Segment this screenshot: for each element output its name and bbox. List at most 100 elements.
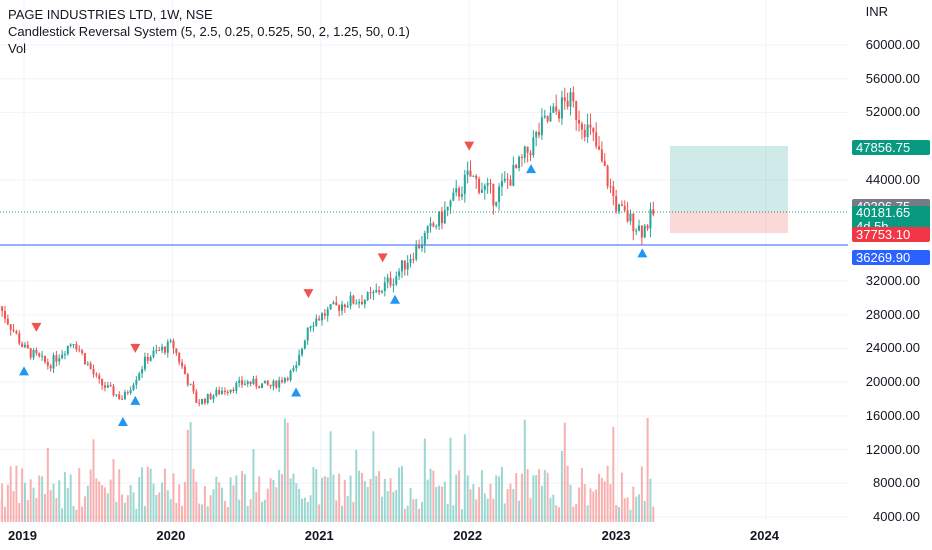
volume-bar xyxy=(52,483,55,522)
volume-bar xyxy=(218,482,221,522)
volume-bar xyxy=(223,500,226,522)
volume-bar xyxy=(38,475,41,522)
volume-bar xyxy=(261,501,264,522)
volume-bar xyxy=(329,431,332,522)
candle-body xyxy=(346,305,349,308)
volume-bar xyxy=(3,506,6,522)
candle-body xyxy=(383,282,386,291)
candle-body xyxy=(558,111,561,119)
candle-body xyxy=(600,149,603,161)
volume-bar xyxy=(500,466,503,522)
volume-bar xyxy=(229,477,232,522)
volume-bar xyxy=(649,478,652,522)
candle-body xyxy=(38,353,41,357)
volume-bar xyxy=(615,505,618,522)
candle-body xyxy=(329,304,332,310)
volume-bar xyxy=(320,477,323,522)
candle-body xyxy=(69,344,72,346)
candle-body xyxy=(355,303,358,305)
candle-body xyxy=(635,230,638,232)
volume-bar xyxy=(546,472,549,522)
candle-body xyxy=(572,92,575,102)
candle-body xyxy=(646,225,649,229)
volume-bar xyxy=(472,484,475,522)
candle-body xyxy=(455,188,458,193)
volume-bar xyxy=(563,422,566,522)
price-tick: 56000.00 xyxy=(865,70,920,86)
candle-body xyxy=(58,358,61,362)
volume-bar xyxy=(458,470,461,522)
volume-bar xyxy=(535,475,538,522)
volume-bar xyxy=(23,482,26,522)
candle-body xyxy=(255,378,258,387)
candle-body xyxy=(543,115,546,118)
volume-bar xyxy=(449,437,452,522)
volume-bar xyxy=(135,508,138,522)
volume-bar xyxy=(215,476,218,522)
volume-bar xyxy=(272,480,275,522)
volume-bar xyxy=(103,487,106,522)
volume-bar xyxy=(409,488,412,522)
candle-body xyxy=(640,225,643,238)
candle-body xyxy=(283,378,286,383)
candle-body xyxy=(452,192,455,201)
bullish-signal-icon xyxy=(526,164,537,174)
volume-bar xyxy=(238,499,241,522)
volume-bar xyxy=(58,480,61,522)
candle-body xyxy=(469,170,472,177)
candle-body xyxy=(395,276,398,285)
volume-bar xyxy=(83,496,86,522)
volume-bar xyxy=(212,489,215,522)
candle-body xyxy=(549,112,552,122)
volume-bar xyxy=(506,489,509,522)
volume-bar xyxy=(435,486,438,522)
volume-bar xyxy=(372,431,375,522)
candle-body xyxy=(478,178,481,193)
candle-body xyxy=(323,313,326,316)
candle-body xyxy=(420,244,423,249)
volume-bar xyxy=(486,498,489,522)
candle-body xyxy=(203,398,206,404)
volume-bar xyxy=(115,501,118,522)
candle-body xyxy=(460,194,463,197)
volume-bar xyxy=(469,489,472,522)
candle-body xyxy=(89,363,92,370)
volume-bar xyxy=(206,506,209,522)
currency-label[interactable]: INR xyxy=(865,4,888,19)
candle-body xyxy=(349,295,352,306)
candle-body xyxy=(606,165,609,187)
volume-bar xyxy=(232,485,235,522)
candles xyxy=(0,86,655,407)
volume-bar xyxy=(395,489,398,522)
candle-body xyxy=(360,301,363,305)
volume-bar xyxy=(106,493,109,522)
volume-bar xyxy=(555,505,558,522)
candle-body xyxy=(95,374,98,376)
volume-bar xyxy=(186,429,189,522)
volume-bar xyxy=(269,478,272,522)
volume-bar xyxy=(138,477,141,522)
volume-bar xyxy=(12,491,15,522)
candle-body xyxy=(480,189,483,193)
candle-body xyxy=(141,369,144,374)
candle-body xyxy=(652,209,655,215)
volume-bar xyxy=(580,468,583,522)
volume-bar xyxy=(201,504,204,522)
volume-bar xyxy=(532,475,535,522)
candle-body xyxy=(589,124,592,128)
volume-bar xyxy=(21,468,24,522)
candle-body xyxy=(380,290,383,293)
volume-bar xyxy=(349,475,352,522)
candle-body xyxy=(423,233,426,245)
volume-bar xyxy=(18,503,21,522)
volume-bar xyxy=(126,495,129,522)
volume-bar xyxy=(512,489,515,522)
last-price-value: 40181.65 xyxy=(856,205,911,221)
volume-bar xyxy=(249,499,252,522)
candle-body xyxy=(66,345,69,355)
candle-body xyxy=(309,326,312,328)
candle-body xyxy=(392,284,395,286)
candle-body xyxy=(278,380,281,388)
volume-bar xyxy=(203,486,206,522)
